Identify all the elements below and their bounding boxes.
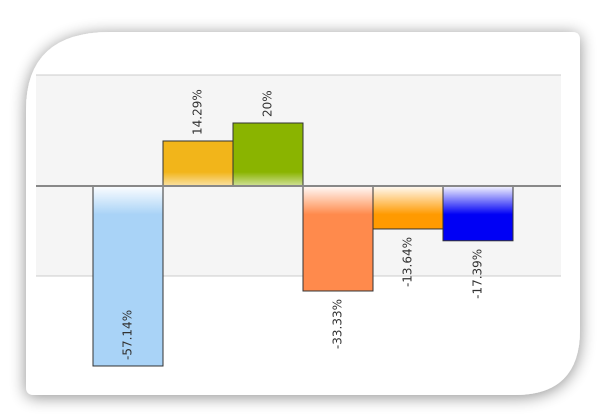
bar-shine <box>443 186 513 215</box>
bar-shine <box>233 172 303 186</box>
value-label: -57.14% <box>121 310 135 360</box>
bar-shine <box>303 186 373 215</box>
plot-area <box>36 74 561 367</box>
bar-shine <box>93 186 163 215</box>
value-label: -13.64% <box>401 237 415 287</box>
value-label: 14.29% <box>191 89 205 135</box>
bar-shine <box>163 172 233 186</box>
value-label: 20% <box>261 90 275 117</box>
value-label: -33.33% <box>331 299 345 349</box>
value-label: -17.39% <box>471 249 485 299</box>
bar-shine <box>373 186 443 215</box>
